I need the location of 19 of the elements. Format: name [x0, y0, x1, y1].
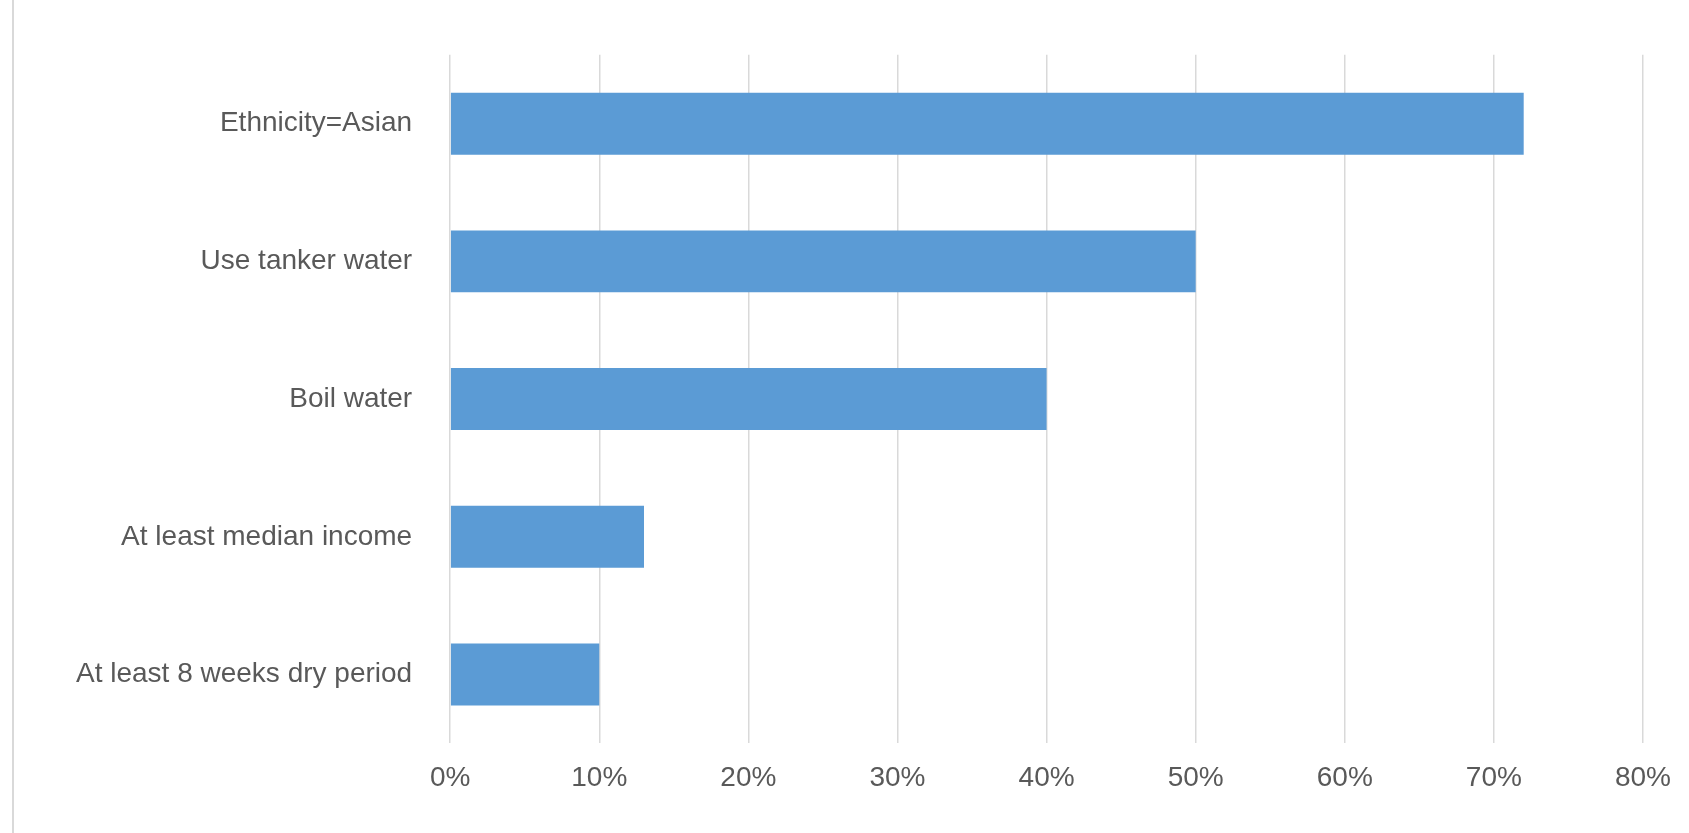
x-tick-label: 30%: [869, 760, 926, 792]
y-tick-label: At least median income: [121, 519, 413, 551]
y-tick-label: Ethnicity=Asian: [219, 106, 413, 138]
x-tick-label: 20%: [720, 760, 777, 792]
x-tick-label: 50%: [1167, 760, 1224, 792]
y-tick-label: At least 8 weeks dry period: [75, 657, 413, 689]
bar: [450, 230, 1196, 293]
x-tick-label: 10%: [571, 760, 628, 792]
x-tick-label: 0%: [429, 760, 471, 792]
x-tick-label: 40%: [1018, 760, 1075, 792]
x-tick-label: 60%: [1316, 760, 1373, 792]
bar: [450, 368, 1047, 431]
y-tick-label: Boil water: [289, 381, 413, 413]
y-tick-label: Use tanker water: [200, 244, 413, 276]
bar: [450, 505, 644, 568]
bar: [450, 643, 600, 706]
x-tick-label: 80%: [1614, 760, 1671, 792]
x-tick-label: 70%: [1465, 760, 1522, 792]
bar: [450, 92, 1524, 155]
